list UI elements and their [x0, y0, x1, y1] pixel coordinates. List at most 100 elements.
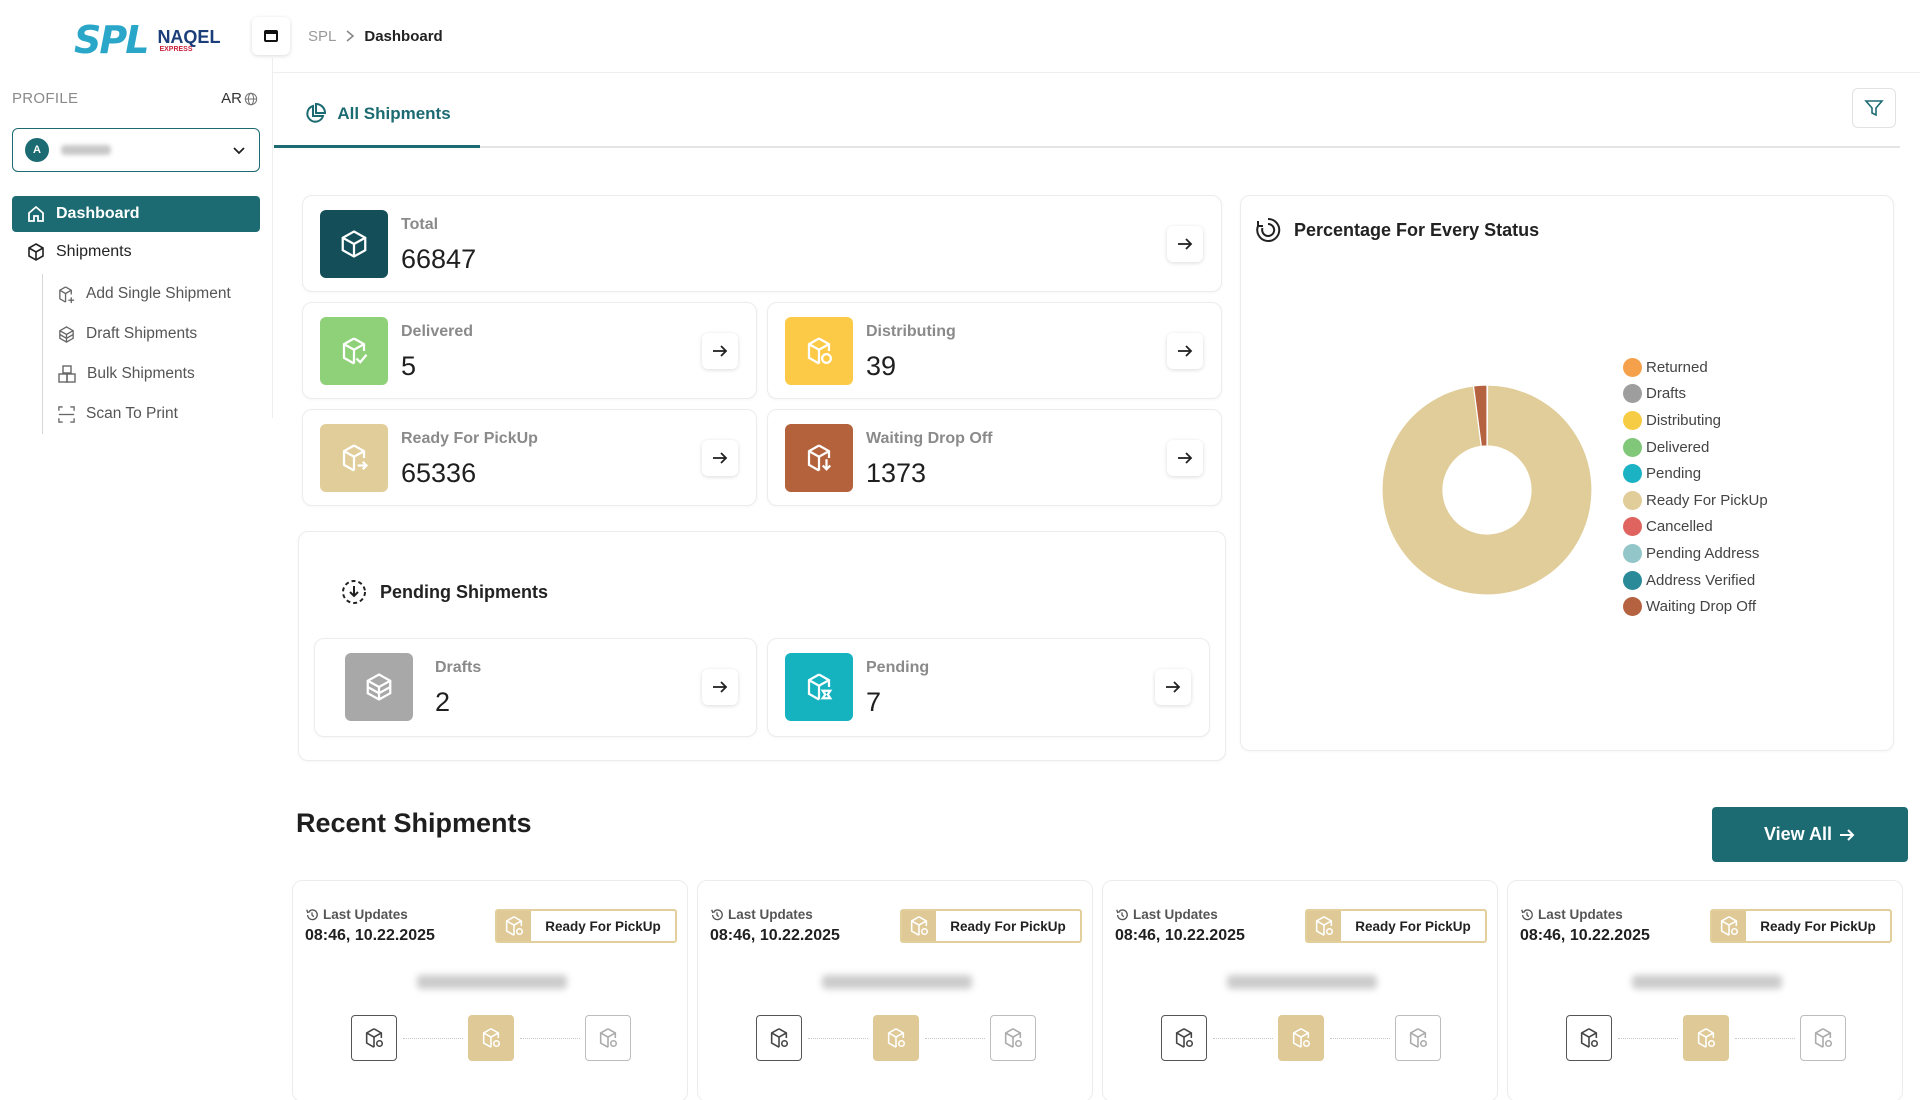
sidebar-nav: Dashboard Shipments Add Single Shipment …	[12, 196, 260, 434]
delivered-icon	[320, 317, 388, 385]
progress-step-delivered	[990, 1015, 1036, 1061]
stat-card-total: Total 66847	[302, 195, 1222, 292]
status-badge-label: Ready For PickUp	[545, 918, 661, 934]
progress-connector	[403, 1038, 463, 1039]
legend-swatch	[1623, 490, 1642, 510]
last-updates-date: 08:46, 10.22.2025	[710, 927, 840, 944]
circle-arrow-down-icon	[342, 580, 366, 604]
sidebar-item-scan-to-print[interactable]: Scan To Print	[55, 394, 260, 434]
stat-value: 2	[435, 687, 451, 717]
arrow-right-icon	[713, 345, 728, 357]
legend-swatch	[1623, 410, 1642, 430]
delivered-arrow-button[interactable]	[702, 333, 738, 369]
distributing-arrow-button[interactable]	[1167, 333, 1203, 369]
pie-slice-ready-for-pickup[interactable]	[1381, 384, 1593, 596]
sidebar-item-dashboard[interactable]: Dashboard	[12, 196, 260, 232]
recent-shipment-card[interactable]: Last Updates 08:46, 10.22.2025 Ready For…	[292, 880, 688, 1100]
last-updates: Last Updates	[710, 907, 813, 922]
stat-card-ready-for-pickup: Ready For PickUp 65336	[302, 409, 757, 506]
waiting-drop-off-arrow-button[interactable]	[1167, 440, 1203, 476]
legend-item-delivered[interactable]: Delivered	[1623, 434, 1768, 461]
sidebar-item-bulk-shipments[interactable]: Bulk Shipments	[55, 354, 260, 394]
legend-label: Waiting Drop Off	[1646, 598, 1757, 616]
stat-card-pending: Pending 7	[767, 638, 1210, 737]
tracking-number-blurred	[1227, 975, 1377, 989]
legend-item-returned[interactable]: Returned	[1623, 354, 1768, 381]
arrow-right-icon	[1840, 828, 1855, 841]
naqel-logo-subtext: EXPRESS	[159, 45, 193, 53]
stat-value: 7	[866, 687, 882, 717]
legend-item-ready-for-pickup[interactable]: Ready For PickUp	[1623, 487, 1768, 514]
legend-item-cancelled[interactable]: Cancelled	[1623, 514, 1768, 541]
tab-bar: All Shipments	[274, 82, 1900, 148]
ready-box-icon	[497, 911, 531, 941]
total-shipments-icon	[320, 210, 388, 278]
chevron-down-icon	[233, 147, 245, 155]
legend-item-distributing[interactable]: Distributing	[1623, 407, 1768, 434]
recent-shipment-card[interactable]: Last Updates 08:46, 10.22.2025 Ready For…	[1507, 880, 1903, 1100]
sidebar-item-label: Dashboard	[56, 205, 140, 222]
legend-item-drafts[interactable]: Drafts	[1623, 381, 1768, 408]
last-updates: Last Updates	[305, 907, 408, 922]
arrow-right-icon	[1178, 452, 1193, 464]
avatar: A	[25, 138, 49, 162]
breadcrumb: SPL Dashboard	[308, 28, 443, 45]
recent-shipment-card[interactable]: Last Updates 08:46, 10.22.2025 Ready For…	[697, 880, 1093, 1100]
recent-shipment-card[interactable]: Last Updates 08:46, 10.22.2025 Ready For…	[1102, 880, 1498, 1100]
boxes-icon	[58, 365, 76, 383]
legend-label: Ready For PickUp	[1646, 491, 1768, 509]
sidebar-item-shipments[interactable]: Shipments	[12, 234, 260, 270]
filter-button[interactable]	[1852, 88, 1896, 128]
chart-legend: Returned Drafts Distributing Delivered Pendi…	[1623, 354, 1768, 620]
pie-slice-waiting-drop-off[interactable]	[1472, 384, 1488, 448]
progress-connector	[1618, 1038, 1678, 1039]
legend-item-pending[interactable]: Pending	[1623, 460, 1768, 487]
ready-for-pickup-arrow-button[interactable]	[702, 440, 738, 476]
drafts-arrow-button[interactable]	[702, 669, 738, 705]
last-updates-date: 08:46, 10.22.2025	[1520, 927, 1650, 944]
drafts-icon	[345, 653, 413, 721]
status-donut-chart	[1381, 384, 1593, 596]
sidebar-item-label: Add Single Shipment	[86, 285, 231, 302]
box-stack-icon	[59, 325, 74, 343]
legend-swatch	[1623, 543, 1642, 563]
shipment-progress	[756, 1015, 1038, 1061]
distributing-icon	[785, 317, 853, 385]
shipments-subnav: Add Single Shipment Draft Shipments Bulk…	[42, 274, 260, 434]
tab-all-shipments[interactable]: All Shipments	[274, 82, 480, 148]
pending-icon	[785, 653, 853, 721]
last-updates-label: Last Updates	[1133, 907, 1218, 922]
progress-step-created	[1566, 1015, 1612, 1061]
progress-connector	[1213, 1038, 1273, 1039]
total-arrow-button[interactable]	[1167, 226, 1203, 262]
breadcrumb-root[interactable]: SPL	[308, 27, 337, 45]
pending-shipments-title: Pending Shipments	[340, 578, 548, 606]
arrow-right-icon	[713, 452, 728, 464]
arrow-right-icon	[1166, 681, 1181, 693]
stat-label: Ready For PickUp	[401, 430, 538, 447]
pending-arrow-button[interactable]	[1155, 669, 1191, 705]
progress-connector	[1330, 1038, 1390, 1039]
legend-item-waiting-drop-off[interactable]: Waiting Drop Off	[1623, 593, 1768, 620]
shipment-progress	[1161, 1015, 1443, 1061]
filter-icon	[1864, 100, 1884, 117]
sidebar-toggle-button[interactable]	[252, 17, 290, 55]
sidebar-item-label: Draft Shipments	[86, 325, 198, 342]
stat-value: 1373	[866, 458, 927, 488]
topbar-divider	[272, 72, 1920, 73]
profile-select[interactable]: A	[12, 128, 260, 172]
history-icon	[1521, 908, 1533, 920]
progress-step-delivered	[585, 1015, 631, 1061]
legend-label: Address Verified	[1646, 571, 1756, 589]
stat-label: Delivered	[401, 323, 474, 340]
progress-step-ready	[1278, 1015, 1324, 1061]
progress-step-created	[1161, 1015, 1207, 1061]
view-all-button[interactable]: View All	[1712, 807, 1908, 862]
sidebar-divider	[272, 58, 273, 418]
legend-item-address-verified[interactable]: Address Verified	[1623, 567, 1768, 594]
language-toggle[interactable]: AR	[221, 90, 258, 107]
legend-item-pending-address[interactable]: Pending Address	[1623, 540, 1768, 567]
sidebar-item-draft-shipments[interactable]: Draft Shipments	[55, 314, 260, 354]
sidebar-item-add-single-shipment[interactable]: Add Single Shipment	[55, 274, 260, 314]
arrow-right-icon	[713, 681, 728, 693]
